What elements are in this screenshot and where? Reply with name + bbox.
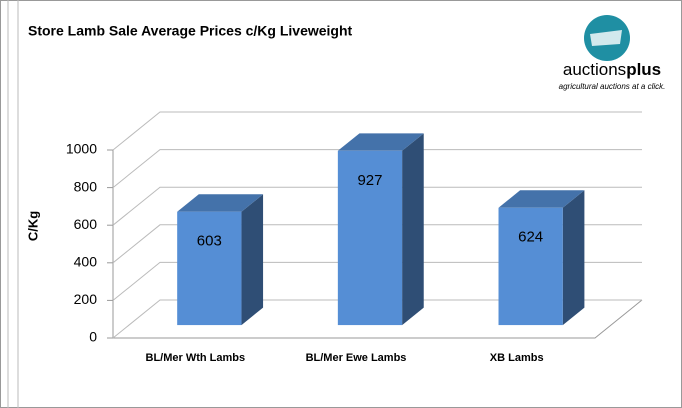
floor [113,299,643,339]
bar-top [337,133,424,151]
grid-line [112,299,642,339]
bar-side [241,194,264,326]
chart-title: Store Lamb Sale Average Prices c/Kg Live… [28,23,353,39]
y-tick-label: 200 [74,291,98,307]
logo-icon-shape [590,30,622,46]
y-tick-label: 400 [74,254,98,270]
bar-top [498,190,585,208]
data-label: 603 [197,233,222,250]
grid-line [112,149,642,188]
data-label: 927 [357,172,382,189]
grid-line [112,186,642,226]
logo-name-bold: plus [626,60,661,79]
bar [177,211,242,326]
logo-name: auctionsplus [563,60,661,79]
y-tick-label: 800 [74,178,98,194]
grid-line [112,261,642,301]
x-tick-label: XB Lambs [490,352,544,364]
bar [337,150,403,326]
x-tick-label: BL/Mer Ewe Lambs [306,352,407,364]
logo-tagline: agricultural auctions at a click. [559,82,666,91]
bar [498,207,563,326]
x-tick-label: BL/Mer Wth Lambs [146,352,246,364]
y-tick-label: 0 [89,329,97,345]
logo-name-light: auctions [563,60,626,79]
grid-line [112,111,642,151]
bar-side [562,190,585,326]
bar-top [177,194,264,212]
y-axis-label: C/Kg [25,211,40,241]
grid-line [112,224,642,264]
logo: auctionsplus agricultural auctions at a … [559,15,666,91]
bar-side [402,133,424,326]
y-tick-label: 1000 [66,141,97,157]
data-label: 624 [518,229,543,246]
y-tick-label: 600 [74,216,98,232]
